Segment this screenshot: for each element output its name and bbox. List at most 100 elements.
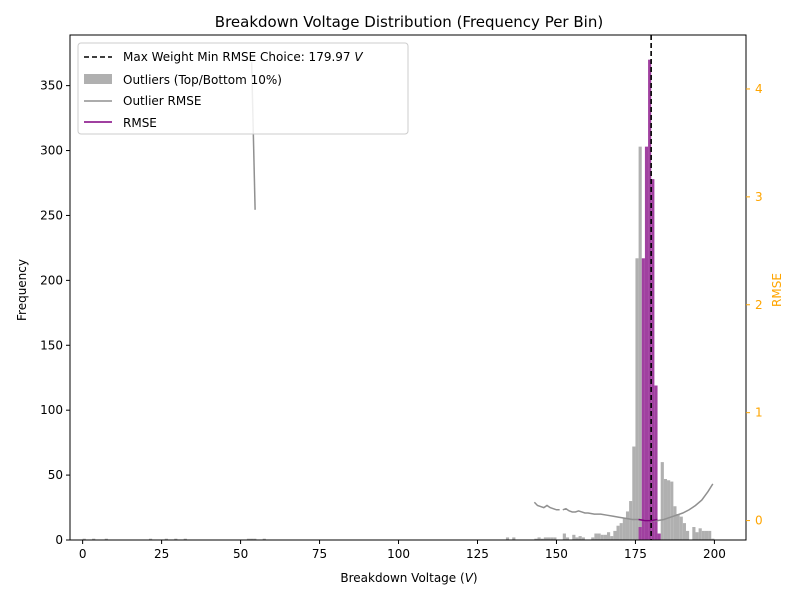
- x-axis-label: Breakdown Voltage (V): [340, 571, 477, 585]
- outlier-bar: [512, 537, 516, 540]
- outlier-bar: [708, 530, 712, 540]
- outlier-bar: [629, 501, 633, 540]
- legend: Max Weight Min RMSE Choice: 179.97 V Out…: [77, 42, 409, 135]
- x-tick-label: 0: [79, 547, 87, 561]
- outlier-bar: [607, 532, 611, 540]
- outlier-bar: [701, 530, 705, 540]
- y-tick-label: 0: [55, 533, 63, 547]
- outlier-bar: [663, 478, 668, 540]
- outlier-bar: [174, 538, 178, 540]
- outlier-bar: [632, 446, 636, 540]
- outlier-bar: [104, 538, 108, 540]
- outlier-rmse-line: [533, 501, 560, 511]
- outlier-bar: [575, 537, 579, 540]
- outlier-bar: [594, 533, 598, 540]
- outlier-bar: [148, 538, 153, 540]
- y2-tick-label: 4: [755, 82, 763, 96]
- outlier-bar: [616, 525, 620, 540]
- outlier-bar: [543, 537, 547, 540]
- y-axis-label: Frequency: [15, 259, 29, 321]
- outlier-bar: [660, 462, 664, 540]
- outlier-bar: [534, 538, 538, 540]
- legend-outliers-label: Outliers (Top/Bottom 10%): [123, 73, 282, 87]
- y-tick-label: 250: [40, 208, 63, 222]
- outlier-bar: [692, 527, 696, 540]
- legend-choice-var: V: [354, 50, 363, 64]
- y2-axis-label: RMSE: [770, 273, 784, 307]
- x-axis-label-text: Breakdown Voltage (: [340, 571, 464, 585]
- rmse-bar: [651, 179, 655, 540]
- outlier-bar: [164, 538, 168, 540]
- outlier-bar: [673, 506, 677, 540]
- y-tick-label: 100: [40, 403, 63, 417]
- plot-area: [82, 35, 715, 541]
- x-tick-label: 75: [312, 547, 327, 561]
- outlier-bar: [572, 534, 576, 540]
- outlier-bar: [250, 538, 254, 540]
- outlier-bar: [550, 537, 554, 540]
- x-tick-label: 150: [545, 547, 568, 561]
- outlier-bar: [578, 536, 582, 540]
- outlier-bar: [679, 516, 683, 540]
- x-axis-label-var: V: [465, 571, 474, 585]
- outlier-bar: [619, 523, 623, 540]
- outlier-rmse-line: [562, 483, 714, 522]
- outlier-bar: [676, 514, 680, 540]
- x-tick-label: 25: [154, 547, 169, 561]
- outlier-bar: [546, 537, 551, 540]
- rmse-line: [638, 518, 658, 522]
- outlier-bar: [92, 538, 96, 540]
- y2-tick-label: 3: [755, 190, 763, 204]
- legend-choice-text: Max Weight Min RMSE Choice: 179.97: [123, 50, 354, 64]
- rmse-bar: [657, 533, 661, 540]
- outlier-bar: [670, 481, 674, 540]
- y2-tick-label: 1: [755, 406, 763, 420]
- legend-outliers-swatch: [84, 74, 112, 84]
- rmse-bar: [654, 385, 658, 540]
- x-axis-label-close: ): [473, 571, 478, 585]
- legend-outlier-rmse-label: Outlier RMSE: [123, 94, 201, 108]
- outlier-bar: [685, 530, 690, 540]
- y-tick-label: 350: [40, 79, 63, 93]
- outlier-bar: [600, 534, 604, 540]
- outlier-bar: [635, 258, 639, 540]
- outlier-bar: [246, 538, 251, 540]
- outlier-bar: [553, 537, 557, 540]
- legend-choice-label: Max Weight Min RMSE Choice: 179.97 V: [123, 50, 363, 64]
- outlier-bar: [262, 538, 266, 540]
- rmse-bar: [641, 258, 645, 540]
- outlier-bar: [695, 532, 699, 540]
- legend-rmse-label: RMSE: [123, 116, 157, 130]
- rmse-bar: [644, 146, 649, 540]
- outlier-bar: [505, 537, 510, 540]
- chart-title: Breakdown Voltage Distribution (Frequenc…: [215, 13, 603, 31]
- outlier-bar: [622, 517, 626, 540]
- axes: 0 25 50 75 100 125 150 175 200 0 50 100 150 200 250 300…: [40, 34, 763, 561]
- y2-tick-label: 0: [755, 514, 763, 528]
- axes-frame: [69, 34, 747, 541]
- outlier-bar: [625, 511, 630, 540]
- outlier-bar: [704, 530, 709, 540]
- x-tick-label: 100: [387, 547, 410, 561]
- x-tick-label: 175: [624, 547, 647, 561]
- y-tick-label: 50: [48, 468, 63, 482]
- outlier-bar: [597, 533, 601, 540]
- outlier-bar: [603, 534, 608, 540]
- outlier-bar: [183, 538, 187, 540]
- outlier-bar: [537, 537, 541, 540]
- x-tick-label: 200: [703, 547, 726, 561]
- rmse-bar: [638, 527, 642, 540]
- outlier-bar: [698, 528, 702, 540]
- x-tick-label: 50: [233, 547, 248, 561]
- legend-box: [77, 42, 409, 135]
- y2-tick-label: 2: [755, 298, 763, 312]
- outlier-bar: [610, 536, 614, 540]
- outlier-bar: [253, 538, 257, 540]
- outlier-bar: [562, 533, 566, 540]
- rmse-bar: [648, 59, 652, 541]
- y-tick-label: 150: [40, 338, 63, 352]
- outlier-bar: [82, 538, 86, 540]
- outlier-bar: [540, 538, 544, 540]
- outlier-bar: [711, 538, 715, 540]
